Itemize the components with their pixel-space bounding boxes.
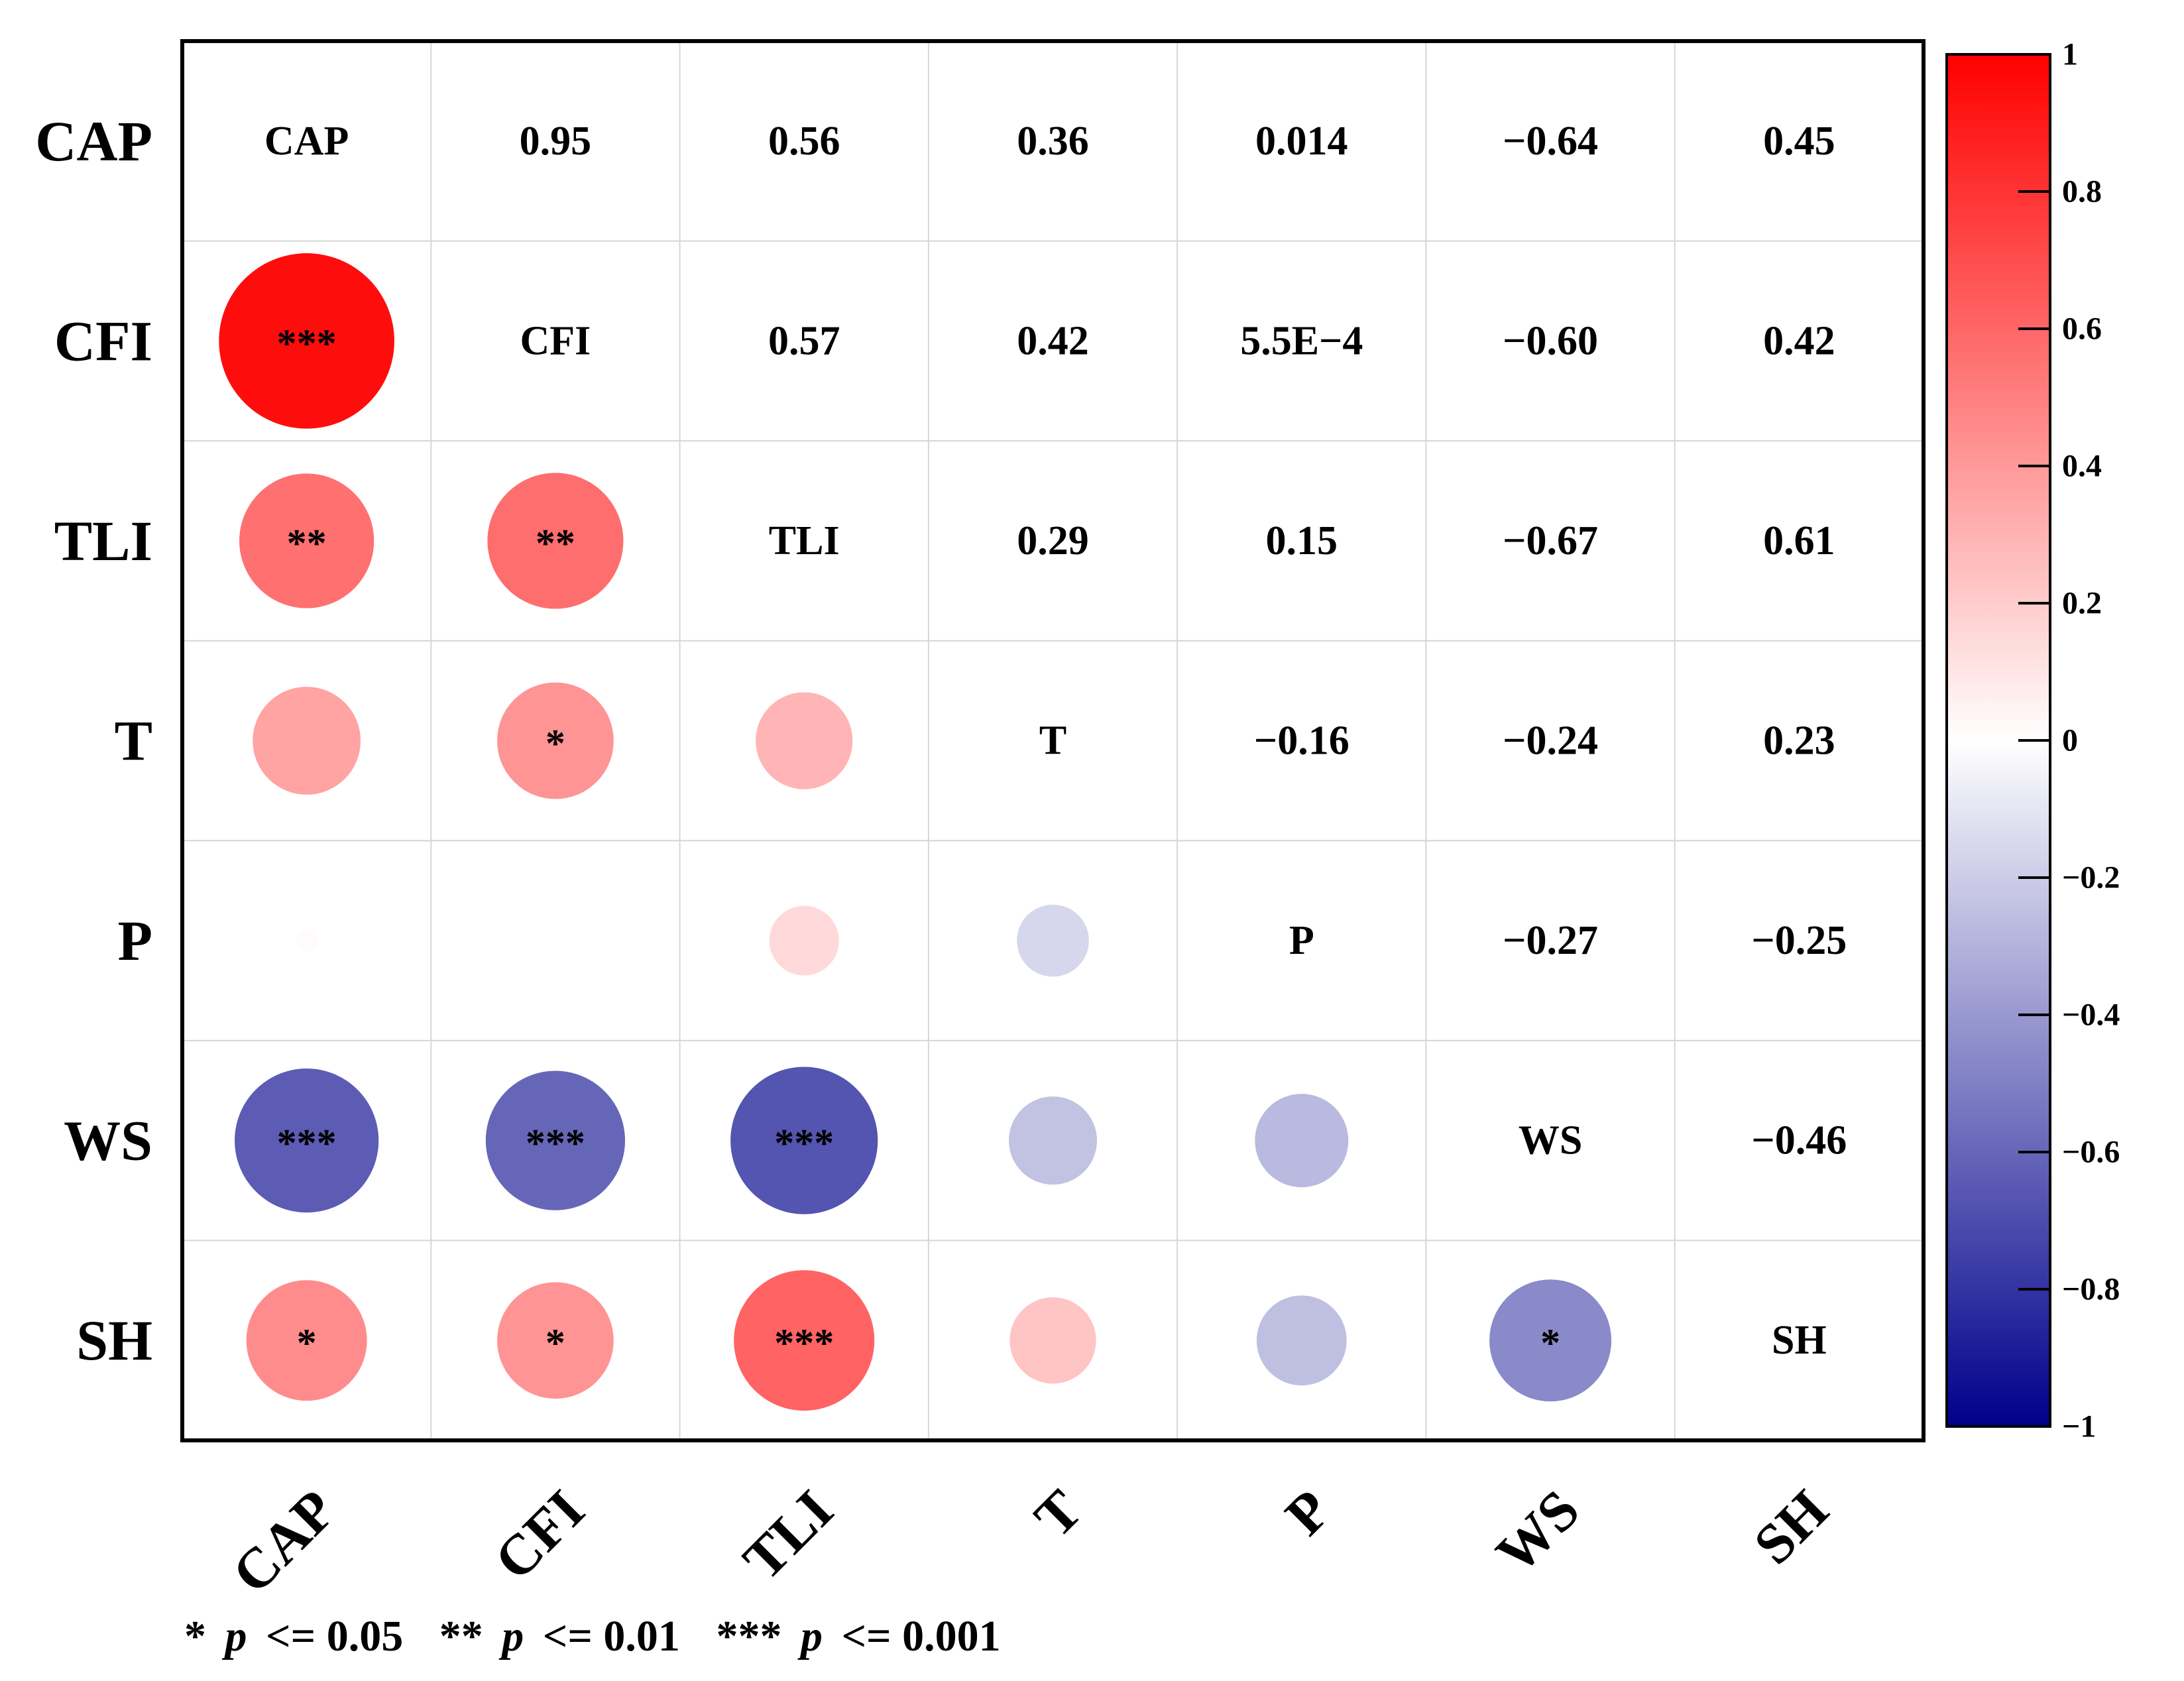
significance-stars: **: [287, 522, 327, 565]
diagonal-label: CAP: [264, 119, 349, 164]
correlation-value: −0.16: [1254, 719, 1350, 764]
correlation-value: −0.27: [1503, 918, 1598, 963]
significance-stars: *: [546, 721, 565, 765]
significance-stars: **: [536, 522, 575, 565]
diagonal-label: T: [1039, 719, 1066, 764]
correlation-value: 5.5E−4: [1240, 318, 1363, 363]
correlation-value: 0.61: [1763, 518, 1835, 563]
plot-frame: [180, 39, 1925, 1442]
x-tick-label: CAP: [220, 1478, 348, 1605]
correlation-circle: [1255, 1094, 1349, 1188]
colorbar-tick-label: −0.4: [2062, 998, 2120, 1033]
correlation-value: 0.29: [1017, 518, 1089, 563]
x-tick-label: CFI: [482, 1478, 597, 1592]
correlation-circle: [769, 905, 839, 976]
x-tick-label: T: [1022, 1478, 1094, 1549]
significance-stars: *: [1540, 1321, 1560, 1365]
diagonal-label: WS: [1519, 1118, 1582, 1163]
correlation-circle: [497, 1282, 614, 1399]
colorbar-tick-label: −0.2: [2062, 860, 2120, 896]
correlation-value: 0.57: [768, 318, 840, 363]
y-tick-label: TLI: [54, 509, 152, 573]
correlation-circle: [1009, 1297, 1096, 1384]
correlation-circle: [553, 938, 558, 943]
correlation-circle: [756, 692, 853, 789]
x-tick-label: WS: [1483, 1478, 1591, 1586]
y-tick-label: SH: [76, 1308, 152, 1372]
diagonal-label: SH: [1772, 1318, 1827, 1363]
colorbar-tick-label: −1: [2062, 1409, 2096, 1444]
colorbar-tick-label: −0.8: [2062, 1272, 2120, 1307]
colorbar-tick-label: 0.2: [2062, 586, 2102, 621]
correlation-value: 0.42: [1017, 318, 1089, 363]
colorbar-tick-label: 0.8: [2062, 174, 2102, 209]
significance-stars: *: [546, 1321, 565, 1365]
correlation-circle: [487, 473, 624, 609]
significance-stars: ***: [277, 1121, 337, 1165]
y-tick-label: CAP: [35, 109, 152, 173]
grid-lines: [182, 41, 1924, 1440]
colorbar-tick-label: 0.4: [2062, 449, 2102, 484]
correlation-circle: [219, 253, 394, 429]
significance-stars: *: [297, 1321, 317, 1365]
circle-layer: [219, 253, 1612, 1411]
significance-note: * p <= 0.05 ** p <= 0.01 *** p <= 0.001: [184, 1612, 1001, 1660]
correlation-circle: [253, 687, 361, 795]
x-axis-labels: CAP CFI TLI T P WS SH: [220, 1478, 1841, 1605]
colorbar: 1 0.8 0.6 0.4 0.2 0 −0.2 −0.4 −0.6 −0.8 −1: [1945, 37, 2120, 1444]
correlation-circle: [1017, 904, 1089, 977]
correlation-circle: [296, 929, 317, 952]
correlation-value: 0.23: [1763, 719, 1835, 764]
colorbar-tick-label: 0: [2062, 723, 2078, 758]
correlation-value: 0.42: [1763, 318, 1835, 363]
correlation-value: 0.56: [768, 119, 840, 164]
correlation-value: 0.45: [1763, 119, 1835, 164]
correlation-circle: [485, 1071, 626, 1210]
correlation-circle: [730, 1067, 878, 1214]
correlation-value: −0.24: [1503, 719, 1598, 764]
correlation-value: −0.60: [1503, 318, 1598, 363]
correlation-circle: [235, 1069, 379, 1213]
correlation-circle: [1009, 1096, 1097, 1185]
x-tick-label: P: [1273, 1478, 1343, 1547]
correlation-value: 0.014: [1255, 119, 1348, 164]
y-tick-label: WS: [64, 1109, 152, 1173]
y-tick-label: T: [115, 709, 152, 773]
diagonal-label: CFI: [520, 318, 591, 363]
x-tick-label: SH: [1741, 1478, 1840, 1576]
colorbar-tick-label: 0.6: [2062, 312, 2102, 347]
correlation-circle: [734, 1270, 875, 1411]
x-tick-label: TLI: [730, 1478, 845, 1592]
significance-stars: ***: [526, 1121, 585, 1165]
correlation-value: 0.95: [520, 119, 592, 164]
correlation-circle: [497, 682, 614, 799]
correlation-value: −0.64: [1503, 119, 1598, 164]
y-tick-label: CFI: [54, 309, 152, 373]
significance-stars: ***: [774, 1121, 834, 1165]
correlation-value: 0.36: [1017, 119, 1089, 164]
correlation-value: −0.46: [1751, 1118, 1847, 1163]
cell-text-layer: CAP 0.95 0.56 0.36 0.014 −0.64 0.45*** CFI 0.57 0…: [264, 119, 1847, 1365]
colorbar-tick-label: 1: [2062, 37, 2078, 72]
correlation-circle: [1256, 1295, 1347, 1386]
diagonal-label: TLI: [769, 518, 840, 563]
significance-stars: ***: [774, 1321, 834, 1365]
correlation-value: −0.25: [1751, 918, 1847, 963]
correlation-value: −0.67: [1503, 518, 1598, 563]
diagonal-label: P: [1289, 918, 1314, 963]
correlation-circle: [1489, 1279, 1612, 1402]
correlation-value: 0.15: [1266, 518, 1338, 563]
colorbar-tick-label: −0.6: [2062, 1135, 2120, 1170]
y-axis-labels: CAP CFI TLI T P WS SH: [35, 109, 152, 1372]
correlation-circle: [239, 473, 374, 609]
significance-stars: ***: [277, 321, 337, 365]
correlation-circle: [246, 1280, 367, 1401]
y-tick-label: P: [117, 909, 152, 972]
